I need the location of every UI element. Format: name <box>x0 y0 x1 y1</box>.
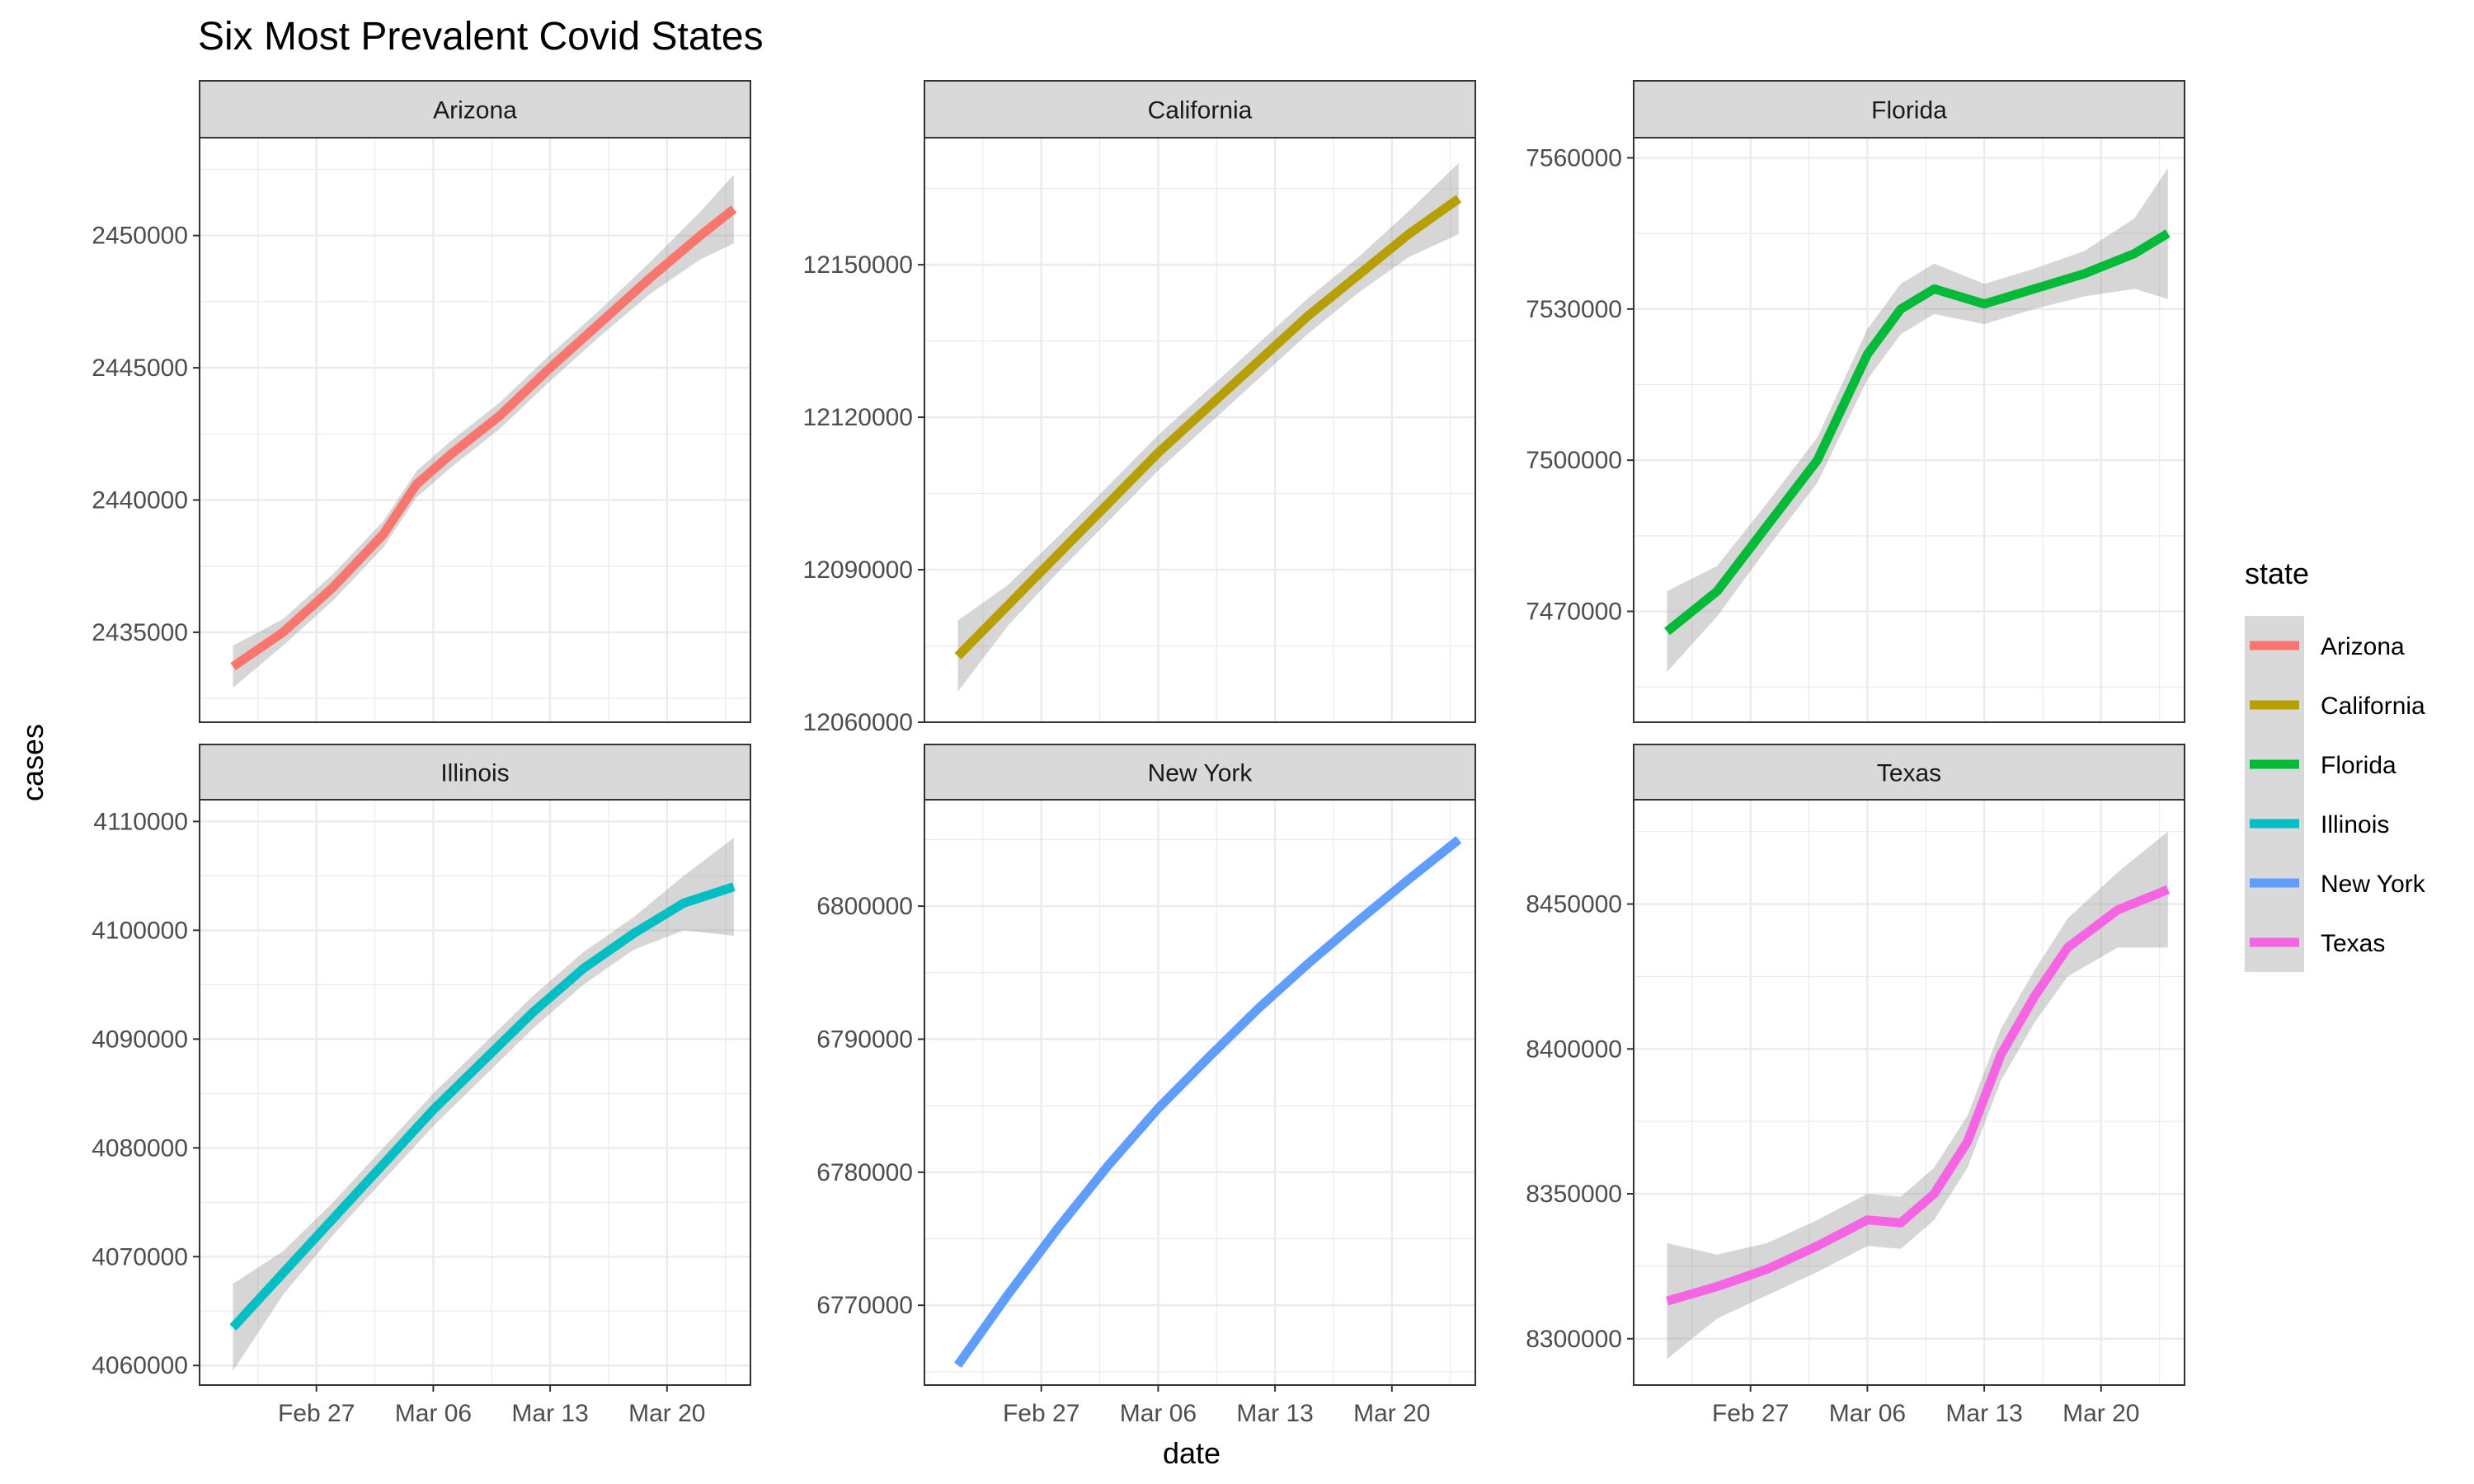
panel-new-york: New York 6770000 6780000 6790000 6800000 Feb … <box>816 744 1476 1427</box>
legend-label: Florida <box>2321 752 2396 779</box>
grid-new-york <box>924 800 1475 1385</box>
facet-panels: Arizona 2435000 2440000 2445000 2450000 Calif… <box>92 80 2185 1427</box>
legend-item-new-york: New York <box>2245 853 2426 913</box>
y-tick-label: 12090000 <box>803 556 913 584</box>
y-tick-label: 12120000 <box>803 404 913 431</box>
y-tick-label: 12150000 <box>803 251 913 279</box>
x-tick-label: Mar 20 <box>1353 1400 1430 1427</box>
series-line-florida <box>1664 229 2171 636</box>
x-tick-label: Mar 13 <box>1236 1400 1313 1427</box>
y-tick-label: 8400000 <box>1526 1036 1622 1063</box>
y-tick-label: 4100000 <box>92 917 188 944</box>
x-tick-label: Feb 27 <box>1712 1400 1789 1427</box>
y-tick-label: 4060000 <box>92 1352 188 1379</box>
grid-florida <box>1634 138 2185 722</box>
strip-label-arizona: Arizona <box>433 97 517 124</box>
y-tick-label: 8350000 <box>1526 1181 1622 1208</box>
legend-item-arizona: Arizona <box>2245 616 2405 675</box>
x-axis-title: date <box>1163 1436 1221 1470</box>
y-tick-label: 8300000 <box>1526 1326 1622 1353</box>
panel-background-illinois <box>200 800 750 1385</box>
legend: state Arizona California Florida Illinois Ne… <box>2245 556 2426 972</box>
y-tick-label: 2445000 <box>92 355 188 382</box>
x-tick-label: Feb 27 <box>1003 1400 1079 1427</box>
legend-item-texas: Texas <box>2245 913 2385 972</box>
x-tick-label: Feb 27 <box>278 1400 355 1427</box>
y-axis-title: cases <box>16 724 49 801</box>
y-tick-label: 12060000 <box>803 709 913 736</box>
panel-border-california <box>924 137 1476 723</box>
strip-label-new-york: New York <box>1148 760 1253 787</box>
grid-illinois <box>200 800 750 1385</box>
x-tick-label: Mar 13 <box>1945 1400 2022 1427</box>
y-tick-label: 4080000 <box>92 1134 188 1162</box>
legend-item-illinois: Illinois <box>2245 794 2389 853</box>
strip-label-florida: Florida <box>1871 97 1947 124</box>
confidence-band-illinois <box>233 838 734 1371</box>
y-tick-label: 8450000 <box>1526 891 1622 918</box>
y-tick-label: 4110000 <box>93 808 188 835</box>
legend-label: New York <box>2321 871 2426 898</box>
panel-texas: Texas 8300000 8350000 8400000 8450000 Feb 27 M… <box>1526 744 2185 1427</box>
strip-label-illinois: Illinois <box>440 760 509 787</box>
y-tick-label: 7530000 <box>1526 296 1622 323</box>
x-tick-label: Mar 20 <box>628 1400 705 1427</box>
series-line-illinois <box>229 882 736 1331</box>
legend-keys: Arizona California Florida Illinois New York… <box>2245 616 2426 972</box>
panel-border-florida <box>1633 137 2185 723</box>
x-tick-label: Mar 13 <box>511 1400 588 1427</box>
legend-label: California <box>2321 693 2425 720</box>
legend-label: Arizona <box>2321 633 2405 660</box>
panel-illinois: Illinois 4060000 4070000 4080000 4090000 4100… <box>92 744 751 1427</box>
legend-item-california: California <box>2245 675 2425 735</box>
series-line-california <box>954 195 1461 660</box>
strip-arizona <box>199 80 751 139</box>
confidence-band-texas <box>1667 831 2168 1360</box>
strip-florida <box>1633 80 2185 139</box>
series-line-new-york <box>954 836 1462 1368</box>
x-tick-label: Mar 06 <box>395 1400 472 1427</box>
y-tick-label: 6780000 <box>816 1159 913 1186</box>
y-tick-label: 2440000 <box>92 487 188 514</box>
panel-arizona: Arizona 2435000 2440000 2445000 2450000 <box>92 80 751 723</box>
series-line-texas <box>1665 885 2170 1306</box>
panel-border-new-york <box>924 799 1476 1386</box>
strip-label-texas: Texas <box>1877 760 1941 787</box>
strip-new-york <box>924 744 1476 801</box>
strip-texas <box>1633 744 2185 801</box>
y-tick-label: 7500000 <box>1526 447 1622 474</box>
legend-label: Illinois <box>2321 811 2389 838</box>
x-tick-label: Mar 06 <box>1120 1400 1197 1427</box>
panel-background-florida <box>1634 138 2185 722</box>
legend-title: state <box>2245 556 2309 590</box>
legend-item-florida: Florida <box>2245 735 2396 794</box>
y-tick-label: 6790000 <box>816 1026 913 1053</box>
panel-border-arizona <box>199 137 751 723</box>
y-tick-label: 2435000 <box>92 619 188 646</box>
x-tick-label: Mar 06 <box>1829 1400 1906 1427</box>
y-tick-label: 7470000 <box>1526 599 1622 626</box>
y-tick-label: 7560000 <box>1526 144 1622 171</box>
grid-california <box>924 138 1475 722</box>
confidence-band-florida <box>1667 167 2168 672</box>
y-tick-label: 6800000 <box>816 893 913 920</box>
chart-title: Six Most Prevalent Covid States <box>198 15 764 59</box>
panel-california: California 12060000 12090000 12120000 121500… <box>803 80 1476 736</box>
panel-border-texas <box>1633 799 2185 1386</box>
series-line-arizona <box>230 205 737 671</box>
panel-background-california <box>924 138 1475 722</box>
x-tick-label: Mar 20 <box>2062 1400 2139 1427</box>
legend-label: Texas <box>2321 930 2385 957</box>
panel-border-illinois <box>199 799 751 1386</box>
strip-label-california: California <box>1148 97 1253 124</box>
y-tick-label: 4070000 <box>92 1243 188 1270</box>
y-tick-label: 2450000 <box>92 223 188 250</box>
y-tick-label: 4090000 <box>92 1026 188 1053</box>
panel-florida: Florida 7470000 7500000 7530000 7560000 <box>1526 80 2185 723</box>
strip-california <box>924 80 1476 139</box>
y-tick-label: 6770000 <box>816 1292 913 1319</box>
